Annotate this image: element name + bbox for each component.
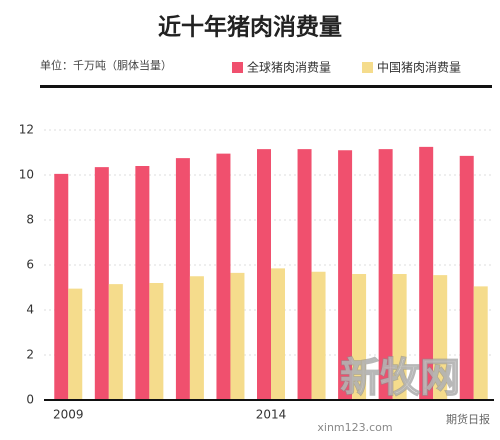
y-tick-label: 10 (19, 168, 34, 182)
bar (297, 149, 312, 400)
bar (189, 276, 204, 400)
bar (378, 149, 393, 400)
chart-title: 近十年猪肉消费量 (158, 14, 342, 41)
y-tick-label: 0 (26, 393, 34, 407)
y-tick-label: 4 (26, 303, 34, 317)
bar (108, 284, 123, 400)
bar (54, 173, 69, 400)
watermark: xinm123.com (317, 421, 392, 434)
bar (352, 274, 367, 400)
bar (433, 275, 448, 400)
bar (311, 271, 326, 400)
watermark: 期货日报 (446, 412, 490, 426)
legend-label: 中国猪肉消费量 (377, 60, 461, 75)
x-tick-label: 2009 (53, 408, 84, 422)
bar (68, 288, 83, 400)
bar (257, 149, 271, 400)
legend-swatch (232, 62, 243, 73)
bar (216, 153, 231, 400)
watermark: 新牧网 (340, 355, 460, 401)
bar (135, 166, 150, 400)
y-tick-label: 12 (19, 123, 34, 137)
bar (338, 150, 353, 400)
x-tick-label: 2014 (256, 408, 287, 422)
bar (149, 283, 164, 400)
bar (271, 268, 285, 400)
legend-swatch (362, 62, 373, 73)
legend-label: 全球猪肉消费量 (247, 60, 331, 75)
bar (459, 155, 474, 400)
bar (175, 158, 190, 400)
header-rule (40, 85, 492, 88)
bar (419, 146, 434, 400)
chart-subtitle: 单位：千万吨（胴体当量） (40, 58, 172, 72)
y-tick-label: 2 (26, 348, 34, 362)
bar (230, 272, 245, 400)
bar (473, 286, 488, 400)
bar (94, 167, 109, 400)
bar (392, 274, 407, 400)
y-tick-label: 6 (26, 258, 34, 272)
y-tick-label: 8 (26, 213, 34, 227)
